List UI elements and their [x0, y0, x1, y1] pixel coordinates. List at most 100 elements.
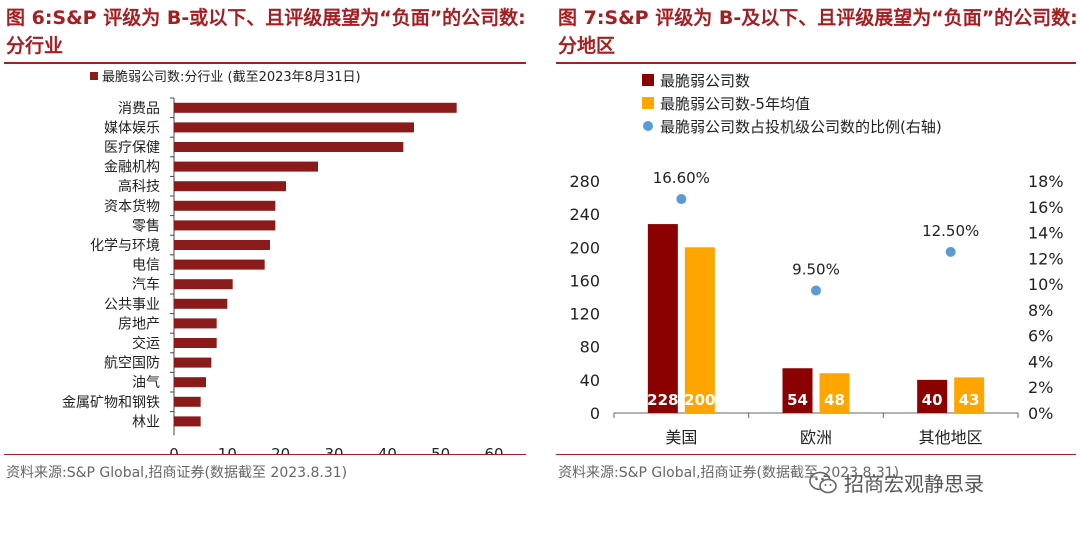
x-tick-label: 0 — [169, 445, 179, 454]
category-label: 美国 — [665, 428, 697, 447]
y2-tick-label: 4% — [1028, 352, 1053, 371]
y2-tick-label: 18% — [1028, 172, 1064, 191]
bar-value-label: 228 — [647, 391, 678, 409]
watermark: 招商宏观静思录 — [808, 468, 984, 497]
right-bottom-rule — [556, 454, 1076, 455]
bar — [174, 181, 286, 192]
y2-tick-label: 14% — [1028, 224, 1064, 243]
legend-swatch — [642, 97, 654, 109]
bar — [174, 416, 201, 427]
watermark-text: 招商宏观静思录 — [844, 472, 984, 496]
bar-value-label: 40 — [922, 391, 943, 409]
y2-tick-label: 12% — [1028, 249, 1064, 268]
category-label: 油气 — [132, 375, 160, 391]
y2-tick-label: 10% — [1028, 275, 1064, 294]
point-value-label: 12.50% — [922, 222, 979, 240]
category-label: 零售 — [132, 218, 160, 234]
x-tick-label: 50 — [431, 445, 450, 454]
category-label: 林业 — [132, 414, 160, 430]
x-tick-label: 10 — [218, 445, 237, 454]
right-figure-panel: 图 7:S&P 评级为 B-及以下、且评级展望为“负面”的公司数:分地区 最脆弱… — [552, 0, 1080, 533]
bar — [174, 220, 276, 231]
point-value-label: 9.50% — [792, 261, 840, 279]
category-label: 金融机构 — [104, 160, 160, 176]
bar — [917, 379, 948, 413]
bar — [174, 259, 265, 270]
category-label: 欧洲 — [800, 428, 832, 447]
right-figure-title: 图 7:S&P 评级为 B-及以下、且评级展望为“负面”的公司数:分地区 — [558, 7, 1078, 57]
y2-tick-label: 2% — [1028, 378, 1053, 397]
bar — [174, 279, 233, 290]
legend-swatch — [642, 74, 654, 86]
data-point — [811, 285, 821, 296]
y-tick-label: 0 — [590, 404, 600, 423]
bar — [174, 200, 276, 211]
legend-marker — [643, 121, 653, 131]
point-value-label: 16.60% — [653, 169, 710, 187]
category-label: 房地产 — [118, 316, 160, 332]
y-tick-label: 200 — [569, 238, 600, 257]
data-point — [945, 246, 956, 257]
bar — [174, 396, 201, 407]
left-figure-title: 图 6:S&P 评级为 B-或以下、且评级展望为“负面”的公司数:分行业 — [6, 7, 526, 57]
category-label: 资本货物 — [104, 198, 160, 215]
bar — [782, 368, 813, 413]
bar — [174, 377, 206, 388]
bar — [647, 224, 678, 413]
bar — [174, 338, 217, 348]
category-label: 金属矿物和钢铁 — [62, 395, 160, 411]
legend-label: 最脆弱公司数-5年均值 — [660, 95, 810, 113]
x-tick-label: 40 — [378, 445, 397, 454]
y-tick-label: 120 — [569, 305, 600, 324]
category-label: 公共事业 — [104, 297, 160, 313]
bar — [174, 318, 217, 329]
left-title-rule — [4, 62, 526, 64]
bar — [174, 122, 414, 133]
right-source-note: 资料来源:S&P Global,招商证券(数据截至 2023.8.31) — [558, 465, 900, 481]
x-tick-label: 20 — [271, 445, 290, 454]
category-label: 媒体娱乐 — [104, 120, 160, 136]
y-tick-label: 160 — [569, 271, 600, 290]
category-label: 化学与环境 — [90, 238, 160, 254]
right-title-rule — [556, 62, 1076, 64]
bar — [174, 357, 212, 368]
legend-label: 最脆弱公司数 — [660, 72, 750, 90]
category-label: 航空国防 — [104, 356, 160, 372]
category-label: 电信 — [132, 258, 160, 274]
y-tick-label: 280 — [569, 172, 600, 191]
category-label: 消费品 — [118, 101, 160, 117]
category-label: 其他地区 — [919, 428, 983, 447]
legend-label: 最脆弱公司数:分行业 (截至2023年8月31日) — [102, 69, 361, 85]
bar — [684, 247, 715, 413]
left-source-note: 资料来源:S&P Global,招商证券(数据截至 2023.8.31) — [6, 465, 348, 481]
legend-label: 最脆弱公司数占投机级公司数的比例(右轴) — [660, 118, 942, 136]
left-bar-chart: 最脆弱公司数:分行业 (截至2023年8月31日) 消费品媒体娱乐医疗保健金融机构… — [62, 69, 504, 454]
x-tick-label: 60 — [484, 445, 503, 454]
y2-tick-label: 0% — [1028, 404, 1053, 423]
bar-value-label: 54 — [787, 391, 808, 409]
bar-value-label: 43 — [959, 391, 980, 409]
category-label: 高科技 — [118, 178, 160, 195]
bar — [174, 240, 270, 250]
bar-value-label: 200 — [684, 391, 715, 409]
left-figure-panel: 图 6:S&P 评级为 B-或以下、且评级展望为“负面”的公司数:分行业 最脆弱… — [0, 0, 530, 533]
bar — [174, 298, 228, 309]
bar — [174, 102, 457, 113]
category-label: 交运 — [132, 335, 160, 352]
bar — [174, 142, 404, 152]
y2-tick-label: 16% — [1028, 198, 1064, 217]
wechat-icon — [809, 471, 837, 493]
legend-swatch — [90, 72, 98, 80]
x-tick-label: 30 — [324, 445, 343, 454]
y-tick-label: 80 — [580, 338, 600, 357]
left-bottom-rule — [4, 454, 526, 455]
y2-tick-label: 6% — [1028, 327, 1053, 346]
category-label: 医疗保健 — [104, 140, 160, 156]
bar-value-label: 48 — [824, 391, 845, 409]
data-point — [676, 194, 687, 205]
category-label: 汽车 — [132, 276, 160, 293]
y-tick-label: 40 — [580, 371, 600, 390]
y-tick-label: 240 — [569, 205, 600, 224]
bar — [819, 373, 850, 413]
